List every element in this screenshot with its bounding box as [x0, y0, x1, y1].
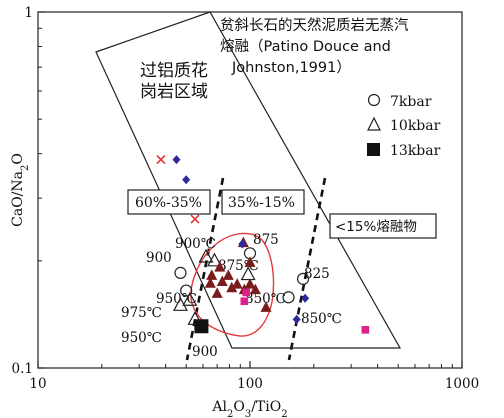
peraluminous-label-line-2: 岗岩区域 — [140, 82, 208, 102]
point-dark-triangle — [206, 269, 218, 280]
point-blue-diamond — [238, 239, 247, 249]
point-10kbar — [198, 248, 214, 263]
legend: 7kbar 10kbar 13kbar — [367, 93, 441, 159]
point-dark-triangle — [214, 261, 226, 272]
point-blue-diamond — [172, 155, 181, 165]
point-dark-triangle — [204, 277, 216, 288]
temp-label: 900 — [192, 344, 218, 360]
chart-title-line-3: Johnston,1991） — [231, 59, 351, 76]
range-label-60-35: 60%-35% — [135, 195, 202, 211]
temp-label: 900 — [146, 250, 172, 266]
y-axis-ticks: 0.11 — [12, 5, 45, 377]
temp-label: 875 — [253, 232, 279, 248]
range-label-35-15: 35%-15% — [228, 195, 295, 211]
point-dark-triangle — [226, 281, 238, 293]
point-blue-diamond — [301, 293, 310, 303]
point-dark-triangle — [222, 269, 234, 280]
range-label-lt15: <15%熔融物 — [335, 219, 417, 235]
y-tick-label: 0.1 — [12, 361, 33, 377]
point-dark-triangle — [244, 278, 256, 289]
legend-circle-icon — [367, 93, 381, 107]
range-box-35-15 — [221, 189, 305, 215]
legend-square-icon — [367, 143, 380, 156]
point-10kbar — [206, 252, 222, 267]
x-tick-label: 100 — [237, 376, 263, 392]
point-dark-triangle — [244, 256, 256, 267]
peraluminous-label-line-1: 过铝质花 — [140, 61, 208, 81]
chart-title-line-1: 贫斜长石的天然泥质岩无蒸汽 — [220, 17, 409, 34]
x-axis-label: Al2O3/TiO2 — [211, 399, 287, 418]
x-tick-label: 10 — [29, 376, 46, 392]
temp-label: 975℃ — [121, 305, 162, 321]
point-7kbar — [282, 291, 295, 304]
range-box-lt15 — [329, 213, 437, 239]
point-10kbar — [182, 291, 198, 306]
legend-label-13kbar: 13kbar — [390, 143, 441, 159]
point-10kbar — [172, 297, 188, 311]
point-13kbar — [194, 319, 209, 334]
point-7kbar — [296, 272, 310, 285]
point-blue-diamond — [182, 175, 191, 185]
range-box-60-35 — [127, 189, 211, 215]
point-dark-triangle — [216, 275, 228, 286]
legend-label-7kbar: 7kbar — [390, 94, 432, 110]
point-7kbar — [174, 266, 187, 279]
data-points — [156, 155, 370, 334]
melt-field-curve — [190, 232, 275, 337]
point-blue-diamond — [292, 314, 301, 324]
point-red-x — [190, 214, 200, 224]
dashed-line-35-15 — [287, 177, 327, 361]
point-magenta-square — [240, 297, 249, 306]
temp-label: 900℃ — [175, 236, 216, 252]
point-10kbar — [240, 266, 256, 281]
dashed-line-60-35 — [185, 177, 225, 361]
point-dark-triangle — [249, 283, 261, 295]
y-axis-label: CaO/Na2O — [10, 153, 31, 227]
y-tick-label: 1 — [24, 5, 33, 21]
temp-label: 825 — [304, 266, 330, 282]
point-magenta-square — [361, 326, 370, 334]
x-tick-label: 1000 — [445, 376, 479, 392]
point-dark-triangle — [260, 301, 272, 312]
legend-label-10kbar: 10kbar — [390, 118, 441, 134]
temp-label: 850℃ — [301, 311, 342, 327]
temp-label: 950℃ — [156, 291, 197, 307]
point-7kbar — [180, 284, 193, 297]
point-dark-triangle — [231, 278, 243, 289]
x-axis-ticks: 10 100 1000 — [29, 361, 479, 392]
point-magenta-square — [242, 288, 251, 297]
legend-triangle-icon — [367, 116, 381, 131]
chart-title-line-2: 熔融（Patino Douce and — [220, 38, 391, 55]
temp-label: 950℃ — [121, 330, 162, 346]
point-red-x — [156, 155, 166, 165]
temp-label: 850℃ — [245, 291, 286, 307]
peraluminous-field — [95, 11, 402, 349]
point-dark-triangle — [211, 287, 223, 298]
